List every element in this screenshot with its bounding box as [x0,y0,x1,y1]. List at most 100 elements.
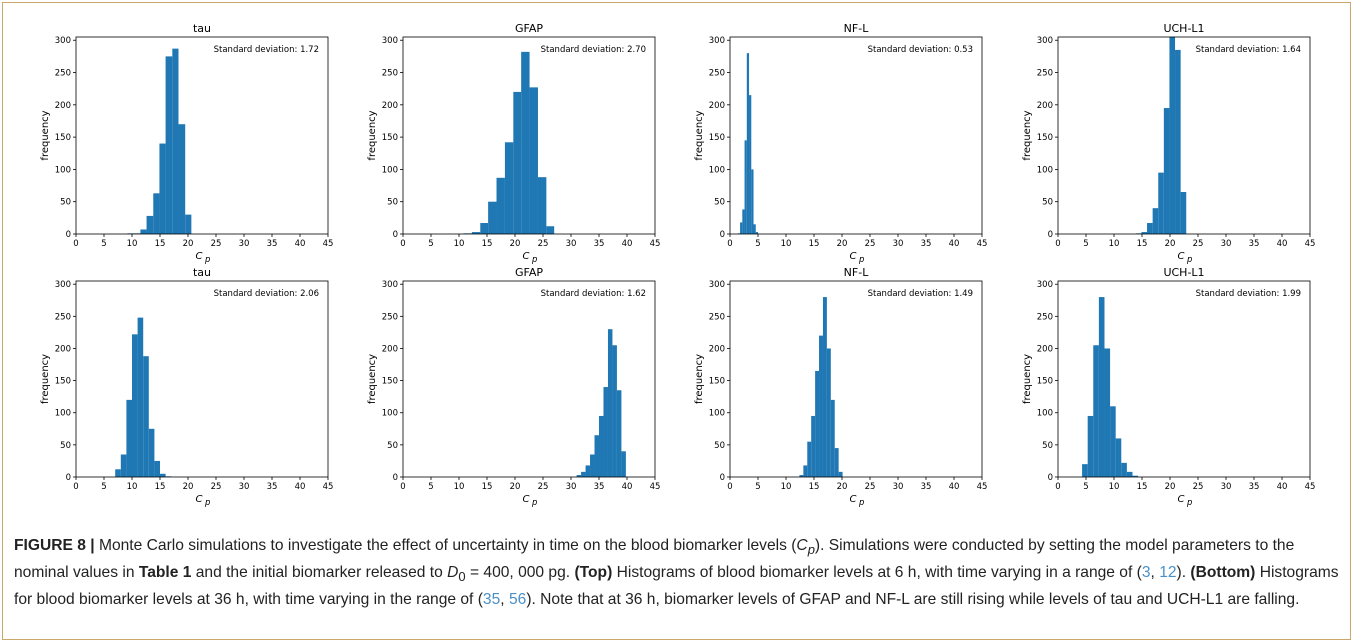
top-nf-l-xlabel: C [850,251,857,262]
top-tau-ytick-label: 150 [55,133,71,143]
top-nf-l-bar [740,222,743,234]
top-gfap-xtick-label: 20 [510,239,521,249]
caption-ref-12[interactable]: 12 [1159,564,1177,582]
bottom-gfap-bar [616,390,622,477]
top-gfap-xtick-label: 35 [594,239,605,249]
bottom-gfap-ytick-label: 250 [382,312,398,322]
top-uch-l1-bar [1175,49,1181,235]
bottom-tau-annotation: Standard deviation: 2.06 [214,289,319,299]
top-gfap-ytick-label: 100 [382,165,398,175]
caption-ref-3[interactable]: 3 [1141,564,1151,582]
bottom-uch-l1-ytick-label: 50 [1042,441,1053,451]
top-gfap-ytick-label: 50 [387,198,398,208]
top-nf-l-xtick-label: 10 [781,239,792,249]
caption-ref-56[interactable]: 56 [508,591,527,609]
top-gfap-xtick-label: 5 [428,239,433,249]
bottom-nf-l-xtick-label: 20 [837,482,848,492]
caption-text-6: ). [1176,564,1191,582]
bottom-gfap-xtick-label: 40 [622,482,633,492]
top-nf-l-bar [755,232,758,234]
top-tau-xtick-label: 45 [323,239,334,249]
bottom-uch-l1-xtick-label: 25 [1193,482,1204,492]
caption-table-ref[interactable]: Table 1 [138,564,192,582]
bottom-nf-l-xtick-label: 5 [755,482,760,492]
top-gfap-xtick-label: 15 [482,239,493,249]
bottom-uch-l1-xtick-label: 35 [1249,482,1260,492]
top-tau-bar [165,56,173,235]
top-nf-l-annotation: Standard deviation: 0.53 [868,45,973,55]
top-uch-l1-annotation: Standard deviation: 1.64 [1196,45,1301,55]
top-uch-l1-xtick-label: 20 [1165,239,1176,249]
caption-bottom-label: (Bottom) [1190,564,1256,582]
bottom-gfap-bar [599,415,604,477]
bottom-uch-l1-bar [1121,462,1127,477]
bottom-tau-bar [120,454,127,477]
bottom-nf-l-bar [838,471,843,477]
bottom-gfap-bar [590,454,595,477]
top-gfap-bar [488,201,497,234]
bottom-uch-l1-xtick-label: 45 [1305,482,1316,492]
bottom-tau-xtick-label: 5 [101,482,106,492]
bottom-gfap-bar [581,471,586,477]
top-tau-bar [159,143,166,234]
bottom-nf-l-ytick-label: 250 [709,312,725,322]
bottom-gfap-ytick-label: 300 [382,280,398,290]
chart-bottom-tau: 0 5 10 15 20 25 30 35 40 45 0 50 100 150 200 250 300 tauS… [40,266,333,508]
chart-bottom-nf-l: 0 5 10 15 20 25 30 35 40 45 0 50 100 150 200 250 300 NF-L… [694,266,987,508]
top-uch-l1-bar [1158,172,1164,234]
top-tau-xtick-label: 10 [127,239,138,249]
top-tau-xtick-label: 25 [211,239,222,249]
chart-top-nf-l: 0 5 10 15 20 25 30 35 40 45 0 50 100 150 200 250 300 NF-L… [694,22,987,265]
bottom-uch-l1-ytick-label: 200 [1037,344,1053,354]
top-nf-l-xtick-label: 15 [809,239,820,249]
top-uch-l1-bar [1147,223,1153,234]
bottom-uch-l1-ytick-label: 100 [1037,409,1053,419]
bottom-uch-l1-bar [1087,415,1094,477]
top-gfap-bar [480,223,489,234]
bottom-gfap-bar [621,451,626,477]
top-uch-l1-xtick-label: 35 [1249,239,1260,249]
top-gfap-xtick-label: 40 [622,239,633,249]
bottom-nf-l-bar [811,415,816,477]
bottom-tau-bar [115,469,121,477]
top-nf-l-ytick-label: 50 [714,198,725,208]
top-uch-l1-ytick-label: 150 [1037,133,1053,143]
bottom-tau-xtick-label: 25 [211,482,222,492]
caption-sep-2: , [500,591,509,609]
bottom-tau-bar [143,356,149,477]
bottom-uch-l1-annotation: Standard deviation: 1.99 [1196,289,1301,299]
caption-sep-1: , [1150,564,1160,582]
bottom-tau-ytick-label: 300 [55,280,71,290]
top-uch-l1-ytick-label: 300 [1037,36,1053,46]
bottom-tau-ytick-label: 250 [55,312,71,322]
top-tau-ytick-label: 250 [55,69,71,79]
bottom-tau-ytick-label: 200 [55,344,71,354]
top-nf-l-bar [753,224,756,234]
top-tau-bar [153,193,160,234]
top-gfap-bar [504,142,514,234]
top-gfap-xtick-label: 25 [538,239,549,249]
caption-ref-35[interactable]: 35 [482,591,501,609]
bottom-gfap-bar [576,475,582,477]
bottom-uch-l1-xtick-label: 5 [1083,482,1088,492]
bottom-nf-l-bar [830,399,835,477]
top-tau-xlabel: C [196,251,203,262]
top-nf-l-title: NF-L [844,22,870,35]
caption-cp-main: C [796,537,808,554]
bottom-uch-l1-bar [1115,438,1122,477]
bottom-gfap-bar [603,387,608,477]
caption-text-4: = 400, 000 pg. [465,564,575,582]
bottom-gfap-xlabel: C [523,494,530,505]
bottom-gfap-xtick-label: 5 [428,482,433,492]
bottom-nf-l-bar [807,441,812,477]
top-gfap-axes-frame [402,36,656,235]
top-nf-l-xtick-label: 25 [865,239,876,249]
bottom-uch-l1-xtick-label: 10 [1109,482,1120,492]
top-nf-l-axes-frame [729,36,983,235]
top-nf-l-bar [746,53,750,235]
bottom-uch-l1-xtick-label: 0 [1055,482,1060,492]
top-gfap-xlabel: C [523,251,530,262]
bottom-gfap-bar [612,345,617,477]
bottom-nf-l-ytick-label: 300 [709,280,725,290]
